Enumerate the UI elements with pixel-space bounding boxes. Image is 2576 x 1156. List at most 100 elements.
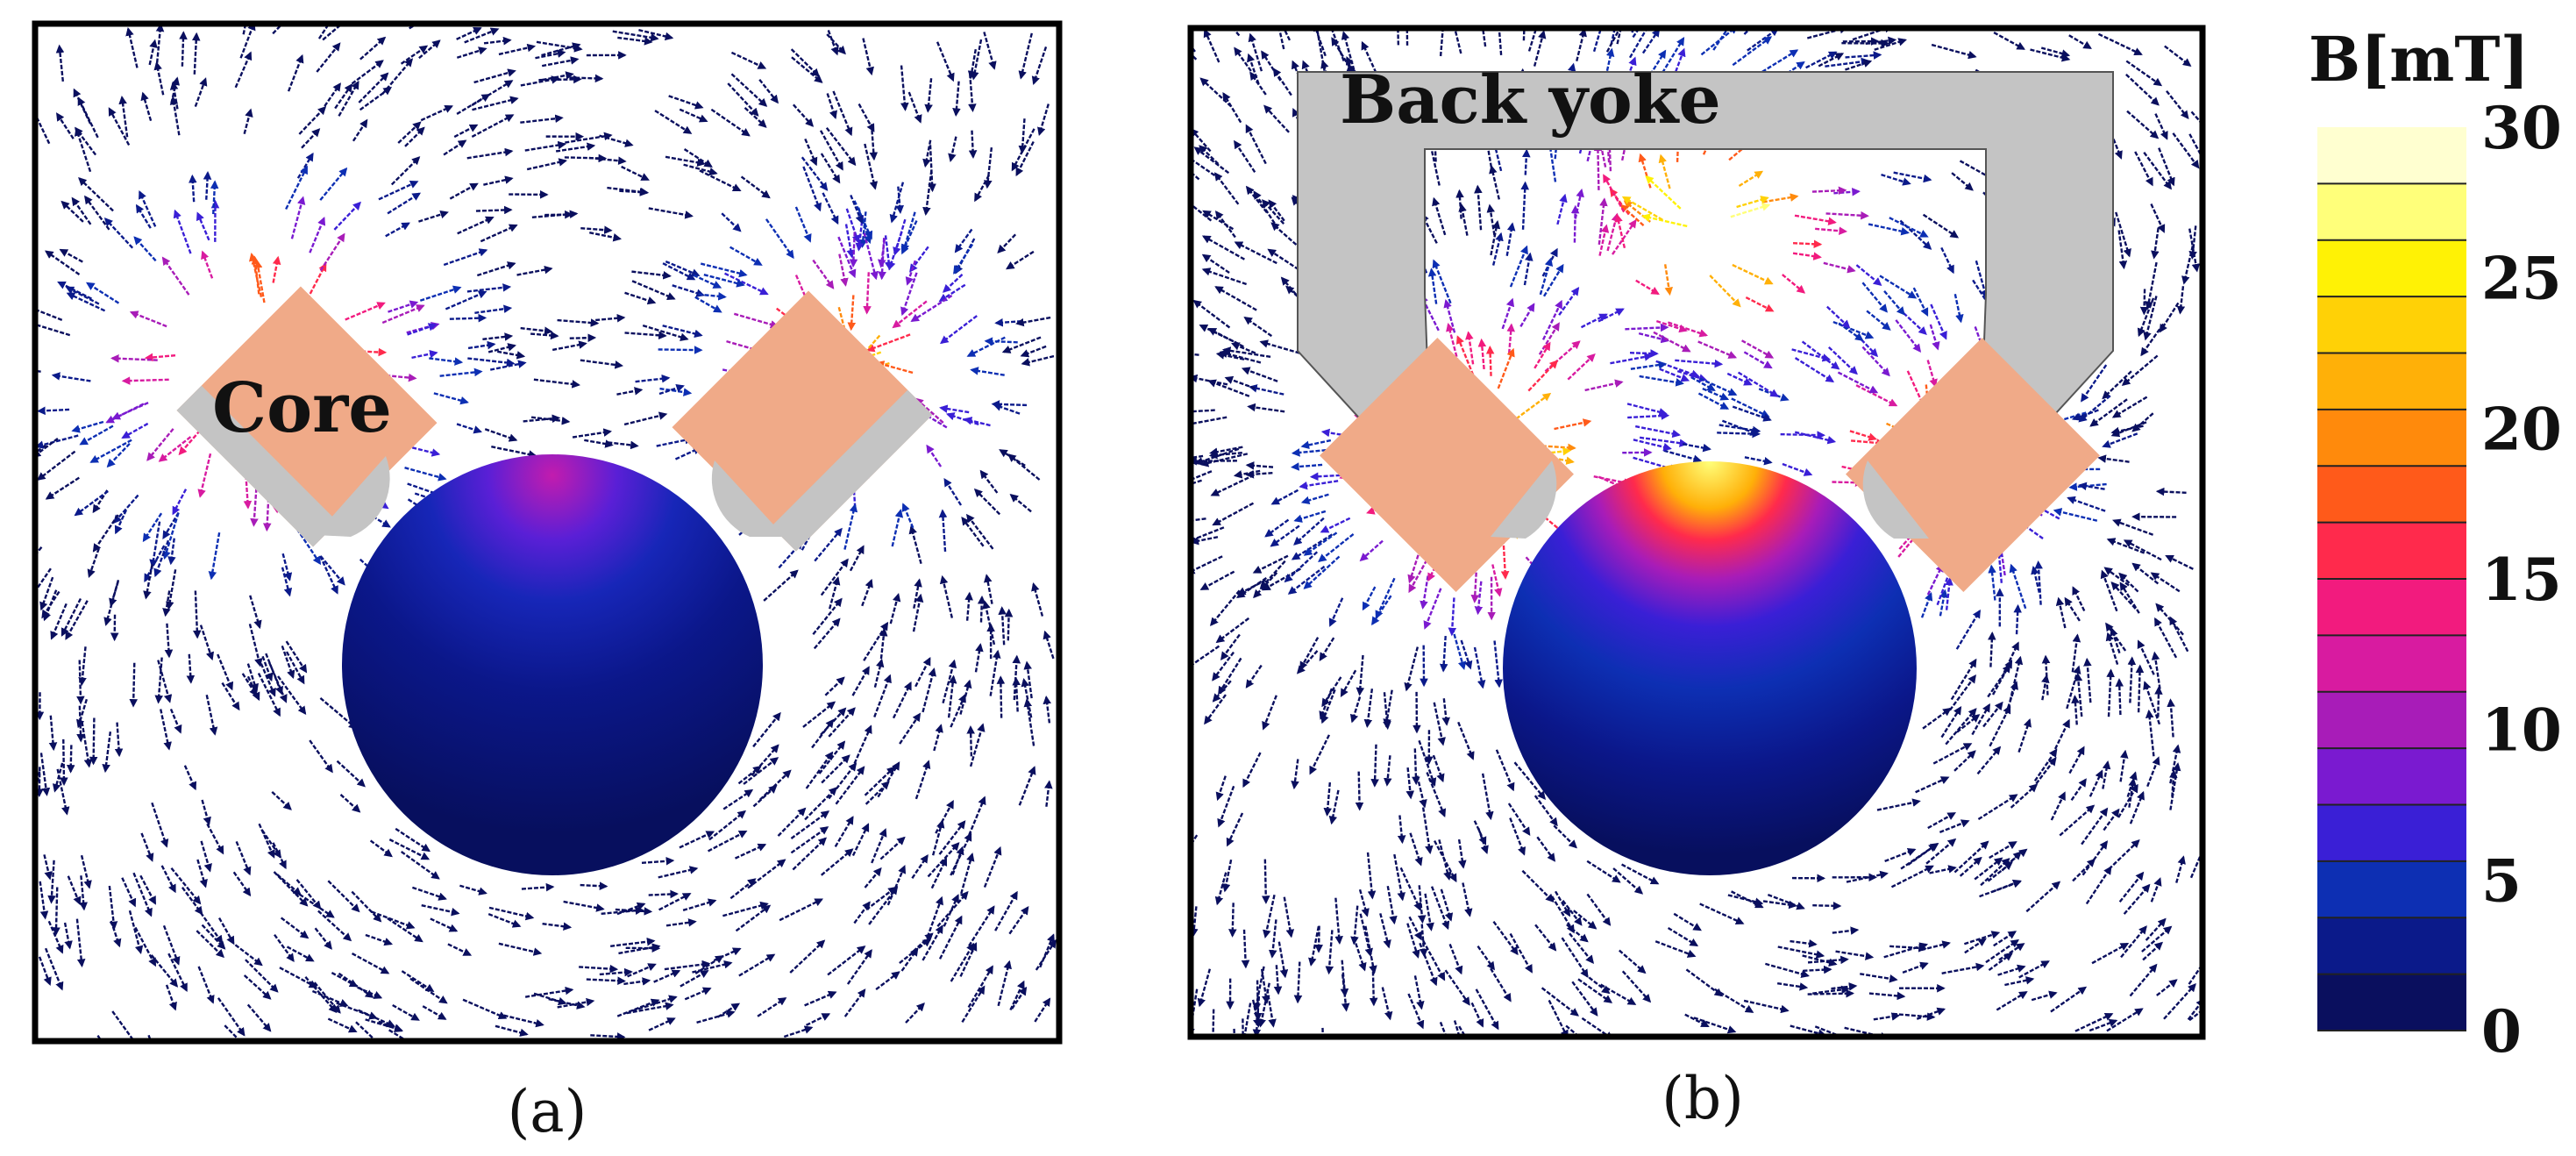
field-arrow	[2156, 979, 2178, 996]
colorbar-tick-label: 15	[2481, 546, 2562, 614]
field-arrow	[2140, 323, 2165, 357]
field-arrow	[285, 165, 309, 211]
field-arrow	[1921, 940, 1951, 952]
field-arrow	[806, 1013, 831, 1026]
field-arrow	[298, 105, 327, 135]
field-arrow	[179, 31, 188, 67]
field-arrow	[2018, 960, 2050, 979]
field-arrow	[169, 96, 181, 136]
field-arrow	[1234, 139, 1256, 173]
field-arrow	[969, 723, 986, 767]
field-arrow	[484, 428, 518, 442]
field-arrow	[912, 593, 924, 632]
field-arrow	[385, 222, 410, 238]
field-arrow	[456, 423, 483, 434]
field-arrow	[2131, 562, 2160, 585]
field-arrow	[913, 578, 922, 609]
field-arrow	[1635, 279, 1660, 296]
field-arrow	[713, 947, 742, 962]
field-arrow	[922, 170, 933, 216]
field-arrow	[1407, 548, 1421, 584]
field-arrow	[2143, 681, 2161, 725]
field-arrow	[338, 80, 359, 117]
field-arrow	[895, 186, 904, 214]
field-arrow	[2017, 718, 2032, 753]
field-arrow	[286, 945, 315, 962]
field-arrow	[1234, 241, 1277, 265]
field-arrow	[2078, 482, 2105, 491]
pole-tip-left-b	[1491, 460, 1557, 539]
pole-piece	[176, 385, 338, 547]
field-arrow	[125, 27, 139, 68]
field-arrow	[1881, 173, 1911, 186]
field-arrow	[1261, 199, 1285, 225]
field-arrow	[2115, 678, 2124, 716]
field-arrow	[1245, 185, 1268, 214]
field-arrow	[967, 48, 977, 80]
field-arrow	[963, 417, 991, 427]
field-arrow	[648, 889, 680, 899]
field-arrow	[276, 874, 302, 896]
field-arrow	[203, 171, 212, 200]
field-arrow	[246, 663, 259, 693]
colorbar-band	[2317, 409, 2466, 467]
field-arrow	[1536, 836, 1556, 862]
field-arrow	[1444, 969, 1470, 1006]
field-arrow	[1861, 282, 1888, 313]
field-arrow	[462, 998, 508, 1020]
field-arrow	[433, 392, 469, 405]
field-arrow	[861, 578, 873, 607]
field-arrow	[1988, 953, 2013, 972]
field-arrow	[35, 308, 63, 321]
field-arrow	[843, 988, 866, 1017]
field-arrow	[1699, 903, 1745, 924]
colorbar-band	[2317, 296, 2466, 353]
field-arrow	[274, 933, 295, 962]
field-arrow	[1982, 701, 2003, 728]
field-arrow	[557, 318, 600, 327]
field-arrow	[319, 555, 338, 595]
field-arrow	[37, 406, 70, 416]
field-arrow	[1730, 203, 1771, 218]
field-arrow	[1812, 901, 1842, 910]
field-arrow	[76, 698, 89, 729]
field-arrow	[1541, 299, 1562, 340]
field-arrow	[199, 911, 224, 945]
field-arrow	[1355, 771, 1364, 811]
field-arrow	[1457, 721, 1475, 760]
field-arrow	[1037, 103, 1050, 137]
colorbar-band	[2317, 974, 2466, 1031]
field-arrow	[154, 657, 164, 704]
field-arrow	[822, 192, 839, 225]
field-arrow	[790, 810, 830, 839]
field-arrow	[483, 175, 514, 186]
field-arrow	[1610, 353, 1654, 365]
field-arrow	[983, 32, 997, 70]
field-arrow	[967, 965, 993, 1009]
field-arrow	[2103, 808, 2120, 831]
field-arrow	[1719, 424, 1761, 435]
field-arrow	[243, 108, 253, 134]
field-arrow	[153, 61, 165, 96]
field-arrow	[1404, 646, 1420, 692]
field-arrow	[44, 947, 64, 991]
field-arrow	[579, 964, 619, 974]
field-arrow	[922, 139, 932, 168]
field-arrow	[87, 547, 100, 578]
field-arrow	[1655, 319, 1688, 333]
field-arrow	[272, 842, 287, 870]
field-arrow	[914, 656, 931, 688]
field-arrow	[106, 443, 131, 468]
field-arrow	[819, 130, 843, 171]
field-arrow	[395, 827, 431, 853]
field-arrow	[1207, 379, 1250, 397]
field-arrow	[968, 796, 986, 836]
field-arrow	[139, 874, 157, 905]
field-arrow	[1432, 754, 1445, 783]
field-arrow	[1287, 565, 1326, 595]
field-arrow	[1782, 274, 1806, 294]
field-arrow	[1902, 961, 1929, 974]
field-arrow	[1277, 28, 1285, 50]
field-arrow	[965, 513, 994, 550]
field-arrow	[1490, 967, 1512, 1003]
